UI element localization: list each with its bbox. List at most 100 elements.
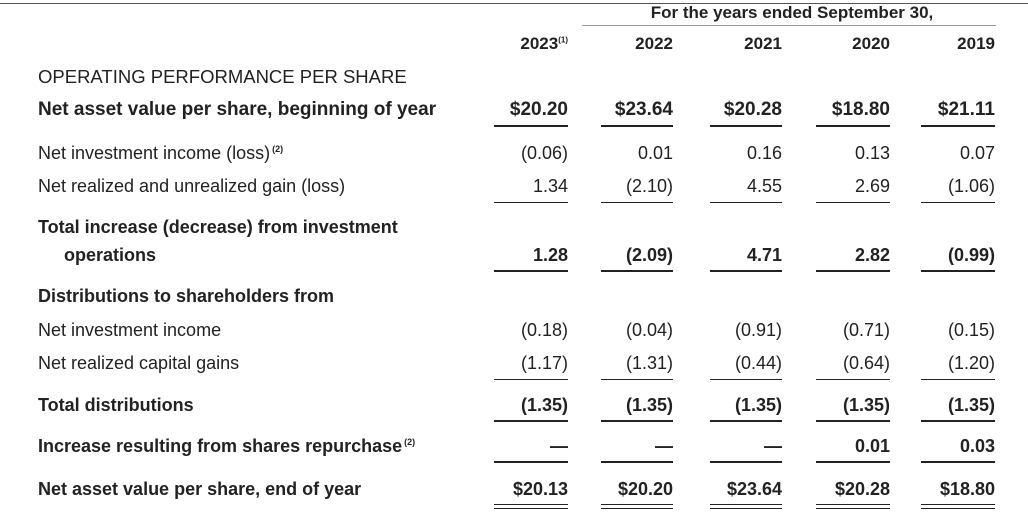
underline	[816, 202, 890, 203]
repurchase-2023: —	[550, 436, 568, 456]
repurchase-2020: 0.01	[854, 436, 890, 456]
underline	[816, 420, 890, 422]
dist-gains-2020: (0.64)	[842, 353, 890, 373]
dist-gains-2021: (0.44)	[734, 353, 782, 373]
nav-end-2021: $23.64	[726, 479, 782, 499]
nav-end-2020: $20.28	[834, 479, 890, 499]
nii-2020: 0.13	[854, 143, 890, 163]
total-dist-2023: (1.35)	[520, 395, 568, 415]
year-header-2023: 2023(1)	[520, 34, 568, 53]
gain-2021: 4.55	[746, 176, 782, 196]
year-header-2019: 2019	[957, 34, 995, 53]
nii-label: Net investment income (loss) (2)	[38, 143, 284, 163]
repurchase-2022: —	[655, 436, 673, 456]
total-dist-2019: (1.35)	[947, 395, 995, 415]
distributions-header: Distributions to shareholders from	[38, 286, 335, 306]
year-header-2022: 2022	[635, 34, 673, 53]
double-underline	[816, 504, 890, 509]
total-dist-2022: (1.35)	[625, 395, 673, 415]
underline	[494, 125, 568, 127]
underline	[710, 270, 782, 272]
gain-2020: 2.69	[854, 176, 890, 196]
underline	[494, 202, 568, 203]
dist-gains-2022: (1.31)	[625, 353, 673, 373]
nii-2023: (0.06)	[520, 143, 568, 163]
gain-2019: (1.06)	[947, 176, 995, 196]
underline	[601, 461, 673, 463]
year-header-2020: 2020	[852, 34, 890, 53]
underline	[710, 420, 782, 422]
repurchase-2021: —	[764, 436, 782, 456]
nav-begin-label: Net asset value per share, beginning of …	[38, 99, 437, 120]
total-increase-label-line1: Total increase (decrease) from investmen…	[38, 217, 398, 237]
underline	[710, 202, 782, 203]
underline	[921, 461, 995, 463]
period-header: For the years ended September 30,	[650, 3, 934, 22]
underline	[601, 125, 673, 127]
period-header-rule	[582, 25, 996, 26]
underline	[601, 202, 673, 203]
underline	[816, 379, 890, 380]
underline	[601, 379, 673, 380]
dist-nii-2021: (0.91)	[734, 320, 782, 340]
underline	[710, 125, 782, 127]
underline	[816, 270, 890, 272]
total-increase-2023: 1.28	[532, 245, 568, 265]
total-distributions-label: Total distributions	[38, 395, 194, 415]
total-increase-2019: (0.99)	[947, 245, 995, 265]
nii-2021: 0.16	[746, 143, 782, 163]
underline	[494, 270, 568, 272]
underline	[601, 420, 673, 422]
underline	[494, 461, 568, 463]
total-dist-2021: (1.35)	[734, 395, 782, 415]
total-increase-2021: 4.71	[746, 245, 782, 265]
double-underline	[494, 504, 568, 509]
year-header-2021: 2021	[744, 34, 782, 53]
dist-gains-2019: (1.20)	[947, 353, 995, 373]
nii-2022: 0.01	[637, 143, 673, 163]
underline	[601, 270, 673, 272]
underline	[921, 125, 995, 127]
total-increase-label-line2: operations	[64, 245, 157, 265]
underline	[710, 461, 782, 463]
dist-gains-label: Net realized capital gains	[38, 353, 240, 373]
nav-begin-2021: $20.28	[723, 99, 782, 120]
repurchase-2019: 0.03	[959, 436, 995, 456]
underline	[921, 420, 995, 422]
dist-nii-2019: (0.15)	[947, 320, 995, 340]
double-underline	[710, 504, 782, 509]
nav-end-2023: $20.13	[512, 479, 568, 499]
underline	[494, 420, 568, 422]
nav-end-label: Net asset value per share, end of year	[38, 479, 362, 499]
section-title: OPERATING PERFORMANCE PER SHARE	[38, 66, 407, 87]
dist-nii-label: Net investment income	[38, 320, 222, 340]
underline	[494, 379, 568, 380]
underline	[921, 379, 995, 380]
gain-2023: 1.34	[532, 176, 568, 196]
nav-end-2019: $18.80	[939, 479, 995, 499]
double-underline	[921, 504, 995, 509]
underline	[816, 461, 890, 463]
top-rule	[0, 3, 1028, 4]
dist-nii-2022: (0.04)	[625, 320, 673, 340]
nav-begin-2022: $23.64	[614, 99, 673, 120]
dist-nii-2023: (0.18)	[520, 320, 568, 340]
total-increase-2020: 2.82	[854, 245, 890, 265]
total-dist-2020: (1.35)	[842, 395, 890, 415]
gain-label: Net realized and unrealized gain (loss)	[38, 176, 346, 196]
nav-begin-2019: $21.11	[937, 99, 995, 120]
nav-begin-2023: $20.20	[509, 99, 568, 120]
underline	[710, 379, 782, 380]
dist-nii-2020: (0.71)	[842, 320, 890, 340]
total-increase-2022: (2.09)	[625, 245, 673, 265]
underline	[921, 202, 995, 203]
nav-end-2022: $20.20	[617, 479, 673, 499]
nav-begin-2020: $18.80	[831, 99, 890, 120]
dist-gains-2023: (1.17)	[520, 353, 568, 373]
gain-2022: (2.10)	[625, 176, 673, 196]
underline	[921, 270, 995, 272]
repurchase-label: Increase resulting from shares repurchas…	[38, 436, 416, 456]
nii-2019: 0.07	[959, 143, 995, 163]
underline	[816, 125, 890, 127]
double-underline	[601, 504, 673, 509]
